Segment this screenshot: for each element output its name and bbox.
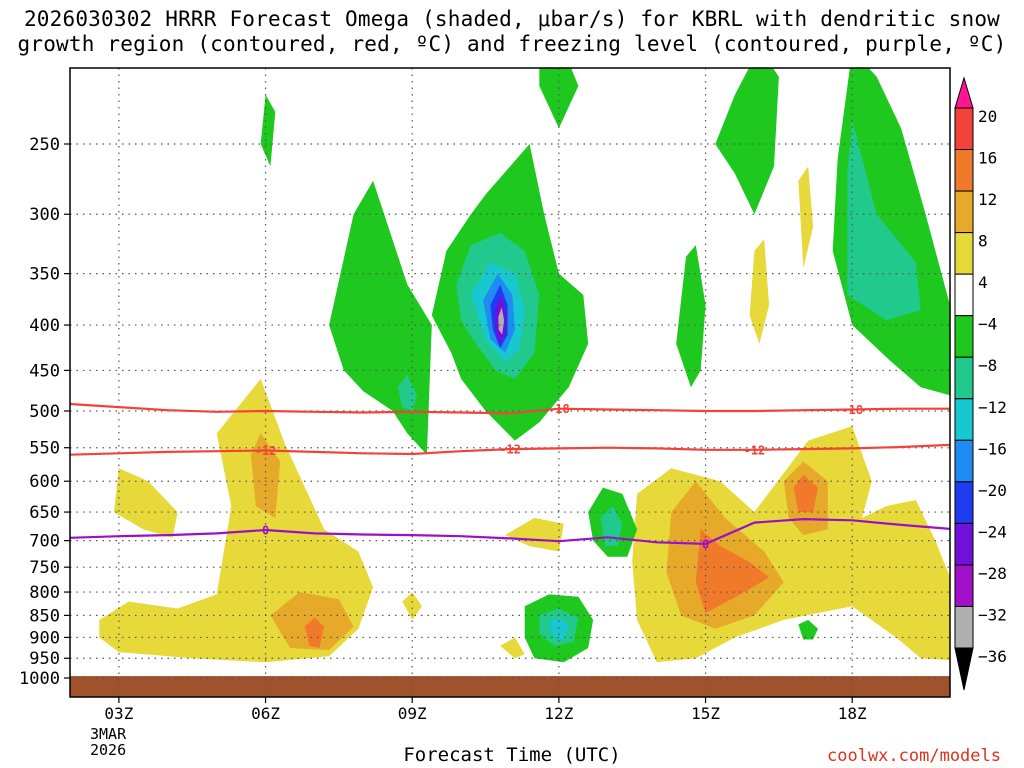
colorbar-label: −8 <box>978 356 997 375</box>
source-credit: coolwx.com/models <box>827 746 1001 766</box>
colorbar-top-arrow <box>954 76 974 109</box>
omega-region-12 <box>402 592 422 620</box>
y-tick-label: 600 <box>29 472 60 492</box>
colorbar-swatch-8 <box>954 439 974 483</box>
colorbar-swatch-10 <box>954 522 974 566</box>
x-tick-label: 12Z <box>544 704 573 723</box>
omega-region-16 <box>329 180 432 455</box>
colorbar-swatch-12 <box>954 605 974 649</box>
dendritic-contour--12-label: -12 <box>499 443 521 457</box>
colorbar-swatch-6 <box>954 356 974 400</box>
x-axis: 03Z 06Z 09Z 12Z 15Z 18Z <box>104 697 867 723</box>
omega-region-1 <box>114 468 178 538</box>
y-tick-label: 550 <box>29 439 60 459</box>
colorbar-label: −12 <box>978 398 1007 417</box>
colorbar-label: 12 <box>978 190 997 209</box>
freezing-level-contour-label: 0 <box>262 524 269 538</box>
x-tick-label: 06Z <box>251 704 280 723</box>
omega-region-4 <box>304 617 325 648</box>
omega-region-33 <box>798 619 818 640</box>
dendritic-contour--18-label: -18 <box>841 403 863 417</box>
y-tick-label: 950 <box>29 649 60 669</box>
colorbar-swatch-0 <box>954 107 974 151</box>
omega-region-14 <box>798 166 814 269</box>
colorbar-swatch-3 <box>954 232 974 275</box>
colorbar-swatch-9 <box>954 481 974 524</box>
freezing-level-contour <box>70 517 950 546</box>
colorbar-label: −20 <box>978 481 1007 500</box>
colorbar-swatch-5 <box>954 315 974 358</box>
colorbar-label: −28 <box>978 564 1007 583</box>
omega-region-15 <box>260 94 276 167</box>
y-tick-label: 300 <box>29 205 60 225</box>
colorbar-label: 20 <box>978 107 997 126</box>
colorbar-swatch-1 <box>954 149 974 192</box>
omega-region-10 <box>505 517 564 552</box>
x-tick-label: 18Z <box>838 704 867 723</box>
contour-label-layer: -18 -18 -12 -12 -12 0 0 <box>255 402 863 551</box>
omega-region-34 <box>832 68 950 396</box>
ground-surface-band <box>70 676 950 697</box>
colorbar-swatch-11 <box>954 564 974 607</box>
colorbar-label: −24 <box>978 522 1007 541</box>
omega-region-2 <box>250 433 281 518</box>
plot-frame <box>69 67 951 698</box>
omega-region-9 <box>793 474 818 513</box>
colorbar-label: 8 <box>978 232 988 251</box>
y-tick-label: 450 <box>29 361 60 381</box>
colorbar-label: 4 <box>978 273 988 292</box>
colorbar-label: 16 <box>978 149 997 168</box>
dendritic-contour--12-label: -12 <box>255 444 277 458</box>
colorbar-label: −4 <box>978 315 997 334</box>
contour-layer <box>70 402 950 546</box>
dendritic-contour--18-label: -18 <box>548 402 570 416</box>
colorbar-label: −32 <box>978 605 1007 624</box>
omega-shading-layer <box>99 68 950 663</box>
colorbar-swatch-7 <box>954 398 974 441</box>
colorbar-label: −16 <box>978 439 1007 458</box>
dendritic-contour--12 <box>70 443 950 456</box>
y-tick-label: 400 <box>29 316 60 336</box>
chart-title-line-1: 2026030302 HRRR Forecast Omega (shaded, … <box>23 7 1001 31</box>
y-tick-label: 250 <box>29 135 60 155</box>
omega-region-32 <box>715 68 779 215</box>
y-tick-label: 650 <box>29 503 60 523</box>
omega-region-25 <box>539 68 579 129</box>
date-label-day: 3MAR <box>90 725 127 743</box>
date-label-year: 2026 <box>90 741 127 759</box>
x-tick-label: 03Z <box>104 704 133 723</box>
omega-region-13 <box>749 239 770 344</box>
omega-region-24 <box>397 374 418 411</box>
y-tick-label: 800 <box>29 583 60 603</box>
y-tick-label: 900 <box>29 628 60 648</box>
chart-title-line-2: growth region (contoured, red, ºC) and f… <box>17 32 1007 56</box>
x-axis-title: Forecast Time (UTC) <box>403 744 621 766</box>
y-tick-label: 1000 <box>19 669 60 689</box>
colorbar-swatch-2 <box>954 190 974 234</box>
colorbar-bottom-arrow <box>954 647 974 691</box>
y-axis: 2503003504004505005506006507007508008509… <box>19 135 70 689</box>
y-tick-label: 850 <box>29 606 60 626</box>
y-tick-label: 500 <box>29 402 60 422</box>
omega-region-27 <box>600 506 623 547</box>
colorbar: 20 16 12 8 4 −4 −8 −12 −16 −20 −24 −28 −32 −36 <box>954 76 1007 691</box>
freezing-level-contour-label: 0 <box>702 537 709 551</box>
dendritic-contour--18 <box>70 402 950 415</box>
y-tick-label: 350 <box>29 265 60 285</box>
omega-region-11 <box>500 637 525 659</box>
colorbar-swatch-4 <box>954 273 974 317</box>
x-tick-label: 09Z <box>398 704 427 723</box>
omega-region-31 <box>676 245 706 388</box>
y-tick-label: 700 <box>29 532 60 552</box>
colorbar-label: −36 <box>978 647 1007 666</box>
omega-region-30 <box>549 617 569 640</box>
grid-layer <box>70 68 950 697</box>
x-tick-label: 15Z <box>691 704 720 723</box>
omega-region-23 <box>498 307 505 335</box>
omega-region-35 <box>847 120 921 321</box>
dendritic-contour--12-label: -12 <box>744 443 766 457</box>
y-tick-label: 750 <box>29 558 60 578</box>
